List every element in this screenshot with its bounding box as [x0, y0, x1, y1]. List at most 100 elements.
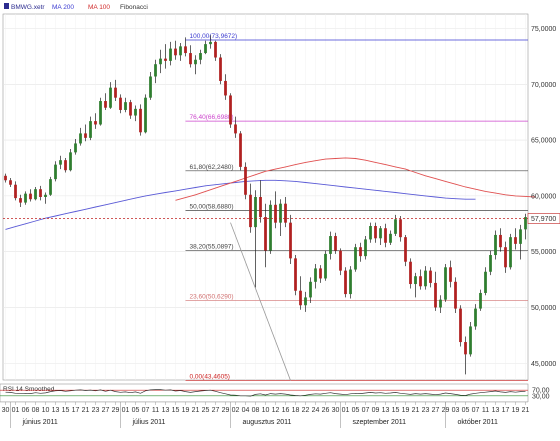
- candle-body: [184, 46, 187, 54]
- candle-body: [254, 197, 257, 228]
- candle-body: [74, 143, 77, 153]
- x-tick-label: 18: [292, 407, 300, 414]
- x-tick-label: 29: [112, 407, 120, 414]
- legend-symbol-icon: [4, 3, 9, 9]
- x-tick-label: 23: [422, 407, 430, 414]
- x-tick-label: 24: [312, 407, 320, 414]
- candle-body: [359, 247, 362, 257]
- candle-body: [144, 97, 147, 133]
- candle-body: [14, 184, 17, 199]
- candle-body: [424, 270, 427, 287]
- candle-body: [19, 198, 22, 203]
- x-tick-label: 21: [192, 407, 200, 414]
- x-tick-label: 30: [2, 407, 10, 414]
- x-tick-label: 27: [432, 407, 440, 414]
- rsi-frame: [0, 383, 529, 403]
- ma100-line: [175, 157, 536, 201]
- x-tick-label: 19: [402, 407, 410, 414]
- x-tick-label: 07: [362, 407, 370, 414]
- candle-body: [399, 219, 402, 238]
- candle-body: [264, 217, 267, 251]
- candle-body: [439, 299, 442, 308]
- x-tick-label: 09: [372, 407, 380, 414]
- candle-body: [499, 234, 502, 248]
- candle-body: [199, 53, 202, 60]
- candle-body: [154, 64, 157, 77]
- rsi-level-label: 30,00: [532, 393, 550, 400]
- candle-body: [489, 255, 492, 272]
- x-tick-label: 22: [302, 407, 310, 414]
- candle-body: [189, 53, 192, 65]
- x-tick-label: 07: [472, 407, 480, 414]
- candle-body: [124, 102, 127, 110]
- x-tick-label: 13: [492, 407, 500, 414]
- candle-body: [504, 247, 507, 268]
- candle-body: [229, 95, 232, 125]
- candle-body: [249, 194, 252, 228]
- candle-body: [59, 160, 62, 165]
- candle-body: [239, 133, 242, 167]
- candle-body: [494, 234, 497, 256]
- fibonacci-trendline: [230, 222, 291, 381]
- candle-body: [214, 41, 217, 58]
- candle-body: [104, 101, 107, 108]
- x-tick-label: 03: [452, 407, 460, 414]
- fib-label: 61,80(62,2480): [190, 164, 234, 171]
- candle-body: [114, 87, 117, 98]
- candle-body: [339, 250, 342, 271]
- x-tick-label: 01: [342, 407, 350, 414]
- candle-body: [409, 261, 412, 285]
- legend-ma200: MA 200: [52, 4, 74, 11]
- x-tick-label: 19: [182, 407, 190, 414]
- candle-body: [44, 194, 47, 197]
- fib-label: 0,00(43,4605): [190, 373, 230, 380]
- candle-body: [24, 193, 27, 203]
- candle-body: [269, 204, 272, 251]
- candle-body: [314, 268, 317, 282]
- x-tick-label: 04: [242, 407, 250, 414]
- month-label: szeptember 2011: [353, 419, 407, 426]
- candle-body: [484, 271, 487, 293]
- x-tick-label: 13: [162, 407, 170, 414]
- candle-body: [279, 203, 282, 223]
- x-tick-label: 17: [502, 407, 510, 414]
- candle-body: [459, 308, 462, 343]
- candle-body: [259, 197, 262, 218]
- candle-body: [324, 253, 327, 279]
- x-tick-label: 15: [392, 407, 400, 414]
- x-tick-label: 17: [72, 407, 80, 414]
- x-tick-label: 05: [132, 407, 140, 414]
- rsi-level-label: 70,00: [532, 388, 550, 395]
- candle-body: [79, 133, 82, 144]
- candle-body: [449, 267, 452, 282]
- candle-body: [64, 160, 67, 171]
- candle-body: [349, 269, 352, 295]
- candle-body: [374, 226, 377, 239]
- month-label: június 2011: [22, 419, 58, 426]
- legend: BMWG.xetr MA 200 MA 100 Fibonacci: [4, 3, 148, 11]
- fib-label: 23,60(50,6290): [190, 293, 234, 300]
- candle-body: [54, 164, 57, 180]
- candle-body: [299, 290, 302, 306]
- candle-body: [444, 267, 447, 300]
- candle-body: [364, 239, 367, 257]
- x-tick-label: 10: [262, 407, 270, 414]
- fib-label: 38,20(55,0897): [190, 244, 234, 251]
- y-axis: 45,0000 50,0000 55,0000 60,0000 65,0000 70,00…: [531, 26, 556, 368]
- fib-label: 76,40(66,6980): [190, 114, 234, 121]
- x-tick-label: 01: [12, 407, 20, 414]
- candle-body: [319, 268, 322, 279]
- x-tick-label: 11: [482, 407, 489, 414]
- candle-body: [434, 282, 437, 308]
- candle-body: [84, 133, 87, 138]
- candle-body: [179, 46, 182, 56]
- candle-body: [204, 44, 207, 54]
- x-tick-label: 12: [272, 407, 280, 414]
- candle-body: [304, 297, 307, 306]
- candle-body: [429, 270, 432, 283]
- x-tick-label: 27: [212, 407, 220, 414]
- month-label: július 2011: [132, 419, 166, 426]
- candle-body: [174, 48, 177, 56]
- x-tick-label: 07: [142, 407, 150, 414]
